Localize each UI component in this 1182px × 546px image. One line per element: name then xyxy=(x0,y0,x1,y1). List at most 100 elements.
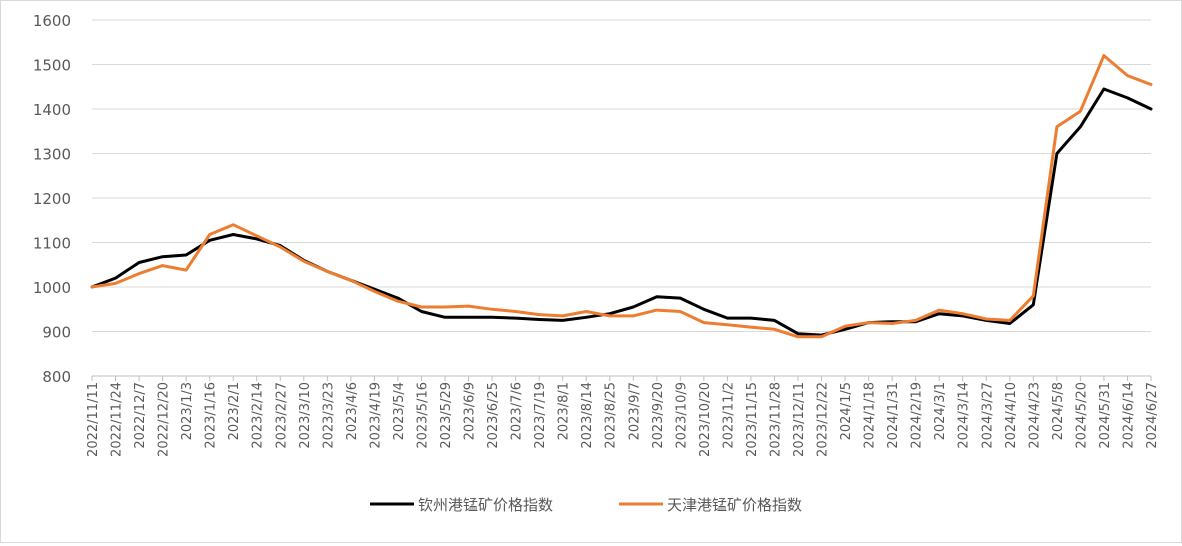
x-tick-label: 2023/12/11 xyxy=(792,382,807,457)
data-point xyxy=(420,306,423,309)
data-point xyxy=(1150,83,1152,86)
data-point xyxy=(91,286,93,288)
x-tick-label: 2023/5/4 xyxy=(392,382,407,440)
x-tick-label: 2023/11/15 xyxy=(745,382,760,457)
data-point xyxy=(1008,319,1011,322)
data-point xyxy=(679,310,682,313)
x-tick-label: 2023/10/20 xyxy=(698,382,713,457)
data-point xyxy=(867,321,870,324)
legend: 钦州港锰矿价格指数 天津港锰矿价格指数 xyxy=(370,496,802,514)
data-point xyxy=(1032,294,1035,297)
x-tick-label: 2024/4/23 xyxy=(1027,382,1042,449)
data-point xyxy=(655,309,658,312)
data-point xyxy=(467,316,470,319)
legend-label-tianjin: 天津港锰矿价格指数 xyxy=(667,496,802,514)
data-point xyxy=(326,270,329,273)
x-tick-label: 2024/1/18 xyxy=(863,382,878,449)
x-tick-label: 2022/11/11 xyxy=(86,382,101,457)
y-tick-label: 1500 xyxy=(33,57,71,75)
data-point xyxy=(208,233,211,236)
x-tick-label: 2024/3/1 xyxy=(933,382,948,440)
x-tick-label: 2023/11/28 xyxy=(768,382,783,457)
data-point xyxy=(726,323,729,326)
data-point xyxy=(702,321,705,324)
x-tick-label: 2023/9/7 xyxy=(627,382,642,440)
series-line-1 xyxy=(90,54,1153,339)
x-tick-label: 2023/7/6 xyxy=(510,382,525,440)
x-tick-label: 2023/6/9 xyxy=(463,382,478,440)
data-point xyxy=(1126,74,1129,77)
data-point xyxy=(161,255,164,258)
data-point xyxy=(514,310,517,313)
data-point xyxy=(1079,110,1082,113)
x-tick-label: 2024/6/14 xyxy=(1121,382,1136,449)
x-tick-label: 2023/11/2 xyxy=(721,382,736,449)
data-point xyxy=(749,326,752,329)
x-tick-label: 2024/1/5 xyxy=(839,382,854,440)
y-tick-label: 900 xyxy=(42,324,71,342)
x-tick-label: 2022/12/7 xyxy=(133,382,148,449)
data-point xyxy=(444,316,446,319)
data-point xyxy=(185,269,188,272)
data-point xyxy=(726,317,729,320)
data-point xyxy=(1055,152,1058,155)
data-point xyxy=(773,319,776,322)
data-point xyxy=(114,277,117,280)
x-tick-label: 2022/11/24 xyxy=(110,382,125,457)
data-point xyxy=(1102,87,1105,90)
data-point xyxy=(773,328,776,331)
y-tick-label: 1000 xyxy=(33,279,71,297)
x-tick-label: 2023/1/3 xyxy=(180,382,195,440)
x-tick-label: 2023/5/16 xyxy=(415,382,430,449)
data-point xyxy=(561,314,564,317)
x-axis-ticks: 2022/11/11 2022/11/24 2022/12/7 2022/12/20 2… xyxy=(86,376,1160,457)
data-point xyxy=(444,306,446,309)
data-point xyxy=(797,332,799,335)
data-point xyxy=(938,312,941,315)
data-point xyxy=(844,325,847,328)
x-tick-label: 2023/5/29 xyxy=(439,382,454,449)
x-tick-label: 2024/4/10 xyxy=(1004,382,1019,449)
x-tick-label: 2024/5/20 xyxy=(1074,382,1089,449)
data-point xyxy=(255,234,258,237)
data-point xyxy=(514,317,517,320)
data-point xyxy=(232,233,235,236)
series-lines xyxy=(90,54,1153,339)
x-tick-label: 2023/10/9 xyxy=(674,382,689,449)
data-point xyxy=(185,253,188,256)
data-point xyxy=(538,313,541,316)
data-point xyxy=(208,239,211,242)
data-point xyxy=(114,282,117,285)
data-point xyxy=(232,223,235,226)
x-tick-label: 2023/12/22 xyxy=(816,382,831,457)
x-tick-label: 2023/9/20 xyxy=(651,382,666,449)
y-tick-label: 1100 xyxy=(33,235,71,253)
x-tick-label: 2023/2/14 xyxy=(251,382,266,449)
x-tick-label: 2024/3/14 xyxy=(957,382,972,449)
data-point xyxy=(138,261,141,264)
data-point xyxy=(1102,54,1105,57)
x-tick-label: 2024/3/27 xyxy=(980,382,995,449)
data-point xyxy=(491,316,494,319)
data-point xyxy=(302,260,305,263)
data-point xyxy=(679,297,682,300)
data-point xyxy=(1150,108,1152,110)
data-point xyxy=(396,297,399,300)
data-point xyxy=(585,310,588,313)
data-point xyxy=(938,309,941,312)
data-point xyxy=(608,314,611,317)
y-tick-label: 800 xyxy=(42,368,71,386)
x-tick-label: 2023/2/27 xyxy=(274,382,289,449)
y-tick-label: 1600 xyxy=(33,12,71,30)
x-tick-label: 2023/4/6 xyxy=(345,382,360,440)
x-tick-label: 2023/6/25 xyxy=(486,382,501,449)
data-point xyxy=(1008,322,1011,325)
data-point xyxy=(561,319,564,322)
x-tick-label: 2023/8/25 xyxy=(604,382,619,449)
x-tick-label: 2023/3/23 xyxy=(321,382,336,449)
data-point xyxy=(632,314,635,317)
data-point xyxy=(467,305,470,308)
x-tick-label: 2024/1/31 xyxy=(886,382,901,449)
data-point xyxy=(255,237,258,240)
